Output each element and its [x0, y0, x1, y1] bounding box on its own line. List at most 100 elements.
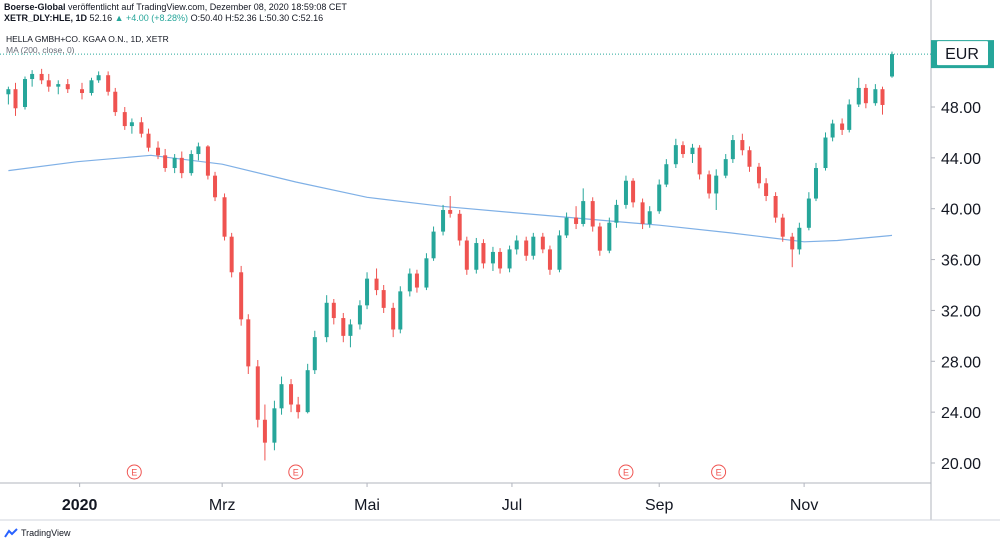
candle-body — [880, 89, 885, 105]
ma-legend: MA (200, close, 0) — [6, 45, 75, 55]
candle-body — [122, 112, 127, 127]
candle-body — [474, 243, 479, 270]
earnings-event-label: E — [131, 468, 137, 478]
symbol-line: XETR_DLY:HLE, 1D 52.16 ▲ +4.00 (+8.28%) … — [4, 13, 347, 24]
publisher-name[interactable]: Boerse-Global — [4, 2, 66, 12]
candle-body — [673, 145, 678, 165]
publish-header: Boerse-Global veröffentlicht auf Trading… — [4, 2, 347, 24]
x-tick-label: 2020 — [62, 497, 98, 514]
candle-body — [614, 204, 619, 223]
candle-body — [89, 80, 94, 94]
candle-body — [156, 147, 161, 156]
candle-body — [557, 235, 562, 270]
candle-body — [806, 198, 811, 228]
candle-body — [581, 201, 586, 224]
x-tick-label: Mai — [354, 497, 380, 514]
candle-body — [279, 384, 284, 409]
candle-body — [65, 84, 70, 90]
candle-body — [481, 243, 486, 264]
candle-body — [305, 370, 310, 413]
candle-body — [540, 236, 545, 250]
candle-body — [623, 180, 628, 205]
candle-body — [564, 217, 569, 236]
candle-body — [813, 168, 818, 199]
earnings-event-label: E — [293, 468, 299, 478]
earnings-event-label: E — [716, 468, 722, 478]
instrument-title: HELLA GMBH+CO. KGAA O.N., 1D, XETR — [6, 34, 169, 44]
candle-body — [391, 307, 396, 330]
y-tick-label: 48.00 — [941, 100, 981, 117]
tradingview-logo-icon — [4, 528, 18, 538]
candle-body — [697, 147, 702, 175]
candle-body — [424, 258, 429, 288]
candle-body — [448, 209, 453, 214]
candle-body — [56, 84, 61, 87]
y-tick-label: 24.00 — [941, 405, 981, 422]
candle-body — [213, 175, 218, 198]
candle-body — [607, 222, 612, 251]
candle-body — [840, 123, 845, 130]
candle-body — [890, 54, 894, 77]
y-tick-label: 40.00 — [941, 202, 981, 219]
candle-body — [163, 155, 168, 169]
candle-body — [113, 91, 118, 113]
candle-body — [348, 324, 353, 336]
candle-body — [6, 89, 11, 95]
candle-body — [797, 227, 802, 250]
candle-body — [23, 79, 28, 107]
candle-body — [414, 273, 419, 288]
candle-body — [357, 305, 362, 325]
candle-body — [873, 89, 878, 104]
candle-body — [847, 104, 852, 130]
x-tick-label: Mrz — [209, 497, 236, 514]
candle-body — [296, 404, 301, 413]
candle-body — [146, 133, 151, 148]
candle-body — [312, 337, 317, 371]
candle-body — [723, 159, 728, 176]
candle-body — [172, 157, 177, 169]
currency-badge-bg — [937, 41, 988, 66]
candle-body — [524, 240, 529, 256]
ohlc-values: O:50.40 H:52.36 L:50.30 C:52.16 — [190, 13, 324, 23]
candle-body — [574, 217, 579, 224]
candle-body — [96, 75, 101, 81]
candle-body — [255, 366, 260, 420]
candle-body — [490, 251, 495, 264]
candle-body — [531, 236, 536, 256]
candle-body — [730, 140, 735, 160]
x-tick-label: Nov — [790, 497, 818, 514]
candle-body — [863, 87, 868, 104]
y-tick-label: 20.00 — [941, 456, 981, 473]
candle-body — [740, 140, 745, 151]
candle-body — [498, 251, 503, 269]
candle-body — [507, 249, 512, 269]
publish-info: veröffentlicht auf TradingView.com, Deze… — [65, 2, 347, 12]
x-tick-label: Jul — [502, 497, 522, 514]
candle-body — [441, 209, 446, 232]
candle-body — [764, 183, 769, 196]
tradingview-brand: TradingView — [21, 528, 71, 538]
candle-body — [129, 122, 134, 127]
candle-body — [590, 201, 595, 227]
candle-body — [13, 89, 18, 109]
candle-body — [179, 157, 184, 174]
candle-body — [856, 87, 861, 105]
earnings-event-label: E — [623, 468, 629, 478]
candle-body — [464, 240, 469, 270]
candle-body — [106, 75, 111, 92]
price-change: ▲ +4.00 (+8.28%) — [114, 13, 189, 23]
candle-body — [196, 146, 201, 155]
candle-body — [365, 278, 370, 306]
candle-body — [664, 164, 669, 185]
candle-body — [823, 137, 828, 169]
currency-label: EUR — [945, 46, 979, 63]
y-tick-label: 28.00 — [941, 354, 981, 371]
candle-body — [272, 408, 277, 443]
earnings-event-icon — [126, 464, 142, 480]
candle-body — [381, 290, 386, 308]
candle-body — [46, 80, 51, 87]
candle-body — [39, 73, 44, 81]
publish-line: Boerse-Global veröffentlicht auf Trading… — [4, 2, 347, 13]
tradingview-footer[interactable]: TradingView — [4, 528, 71, 538]
